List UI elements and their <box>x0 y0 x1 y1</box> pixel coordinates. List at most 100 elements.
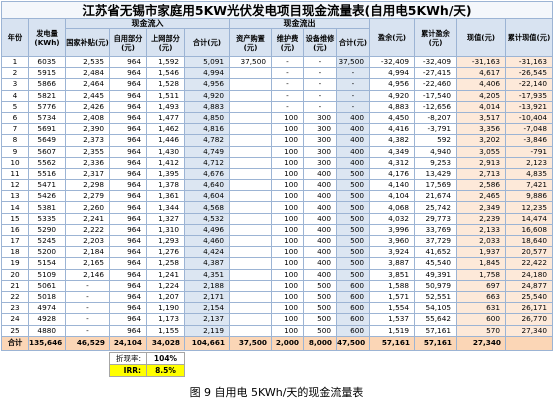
surplus-cell: 4,920 <box>369 89 415 102</box>
table-title: 江苏省无锡市家庭用5KW光伏发电项目现金流量表(自用电5KWh/天) <box>1 1 553 19</box>
grid-cell: 1,293 <box>146 234 185 248</box>
year-cell: 23 <box>1 302 29 315</box>
generation-cell: 5649 <box>28 134 66 147</box>
cum-pv-cell: -3,846 <box>505 134 553 147</box>
irr-value: 8.5% <box>146 364 185 377</box>
subsidy-cell: 2,184 <box>65 246 110 259</box>
subsidy-header: 国家补贴(元) <box>65 28 110 57</box>
cum-pv-cell: -17,935 <box>505 89 553 102</box>
inflow-total-cell: 4,351 <box>184 268 230 281</box>
self-use-cell: 964 <box>109 89 147 102</box>
maintenance-cell: 100 <box>271 145 304 158</box>
inflow-total-cell: 4,424 <box>184 246 230 259</box>
asset-cell <box>229 145 272 158</box>
surplus-cell: 4,104 <box>369 190 415 203</box>
cum-surplus-cell: -17,540 <box>414 89 457 102</box>
outflow-total-cell: 500 <box>336 223 370 237</box>
generation-cell: 5691 <box>28 123 66 136</box>
subsidy-cell: 2,408 <box>65 111 110 125</box>
cum-pv-cell: 27,340 <box>505 324 553 337</box>
cum-pv-cell: -10,404 <box>505 111 553 125</box>
maintenance-cell: 100 <box>271 212 304 225</box>
year-cell: 1 <box>1 55 29 69</box>
pv-cell: 3,202 <box>456 134 506 147</box>
year-cell: 8 <box>1 134 29 147</box>
table-row: 10 5562 2,336 964 1,412 4,712 100 300 400 4,312 9,… <box>1 156 553 169</box>
outflow-total-cell: 500 <box>336 179 370 192</box>
cum-surplus-cell: 29,773 <box>414 212 457 225</box>
outflow-total-header: 合计(元) <box>336 28 370 57</box>
surplus-cell: 1,537 <box>369 313 415 326</box>
outflow-total-cell: - <box>336 78 370 91</box>
asset-cell <box>229 212 272 225</box>
cum-surplus-cell: -12,656 <box>414 100 457 113</box>
generation-cell: 5381 <box>28 201 66 214</box>
outflow-total-cell: 500 <box>336 167 370 181</box>
cum-surplus-cell: 9,253 <box>414 156 457 169</box>
repair-cell: 300 <box>303 156 337 169</box>
cum-pv-cell: 24,877 <box>505 279 553 292</box>
cum-surplus-cell: 55,642 <box>414 313 457 326</box>
pv-cell: 3,055 <box>456 145 506 158</box>
asset-cell <box>229 111 272 125</box>
cum-pv-cell: 16,608 <box>505 223 553 237</box>
asset-cell <box>229 324 272 337</box>
cum-pv-cell: -22,140 <box>505 78 553 91</box>
inflow-total-cell: 4,816 <box>184 123 230 136</box>
total-self-use-cell: 24,104 <box>109 335 147 351</box>
surplus-cell: 4,312 <box>369 156 415 169</box>
year-cell: 4 <box>1 89 29 102</box>
maintenance-cell: 100 <box>271 111 304 125</box>
cum-surplus-cell: -27,415 <box>414 67 457 80</box>
cum-pv-cell: 9,886 <box>505 190 553 203</box>
outflow-total-cell: 600 <box>336 290 370 304</box>
cum-pv-cell: 22,422 <box>505 257 553 270</box>
cum-surplus-cell: -8,207 <box>414 111 457 125</box>
year-cell: 3 <box>1 78 29 91</box>
pv-cell: 2,033 <box>456 234 506 248</box>
asset-cell <box>229 156 272 169</box>
cum-pv-cell: 20,577 <box>505 246 553 259</box>
grid-cell: 1,361 <box>146 190 185 203</box>
self-use-cell: 964 <box>109 268 147 281</box>
subsidy-cell: 2,464 <box>65 78 110 91</box>
cum-pv-cell: 4,835 <box>505 167 553 181</box>
discount-rate-value: 104% <box>146 352 185 365</box>
pv-cell: 4,617 <box>456 67 506 80</box>
repair-cell: - <box>303 89 337 102</box>
generation-cell: 5562 <box>28 156 66 169</box>
inflow-total-cell: 2,137 <box>184 313 230 326</box>
cum-pv-cell: 26,770 <box>505 313 553 326</box>
pv-cell: 1,758 <box>456 268 506 281</box>
outflow-total-cell: 500 <box>336 212 370 225</box>
pv-cell: 570 <box>456 324 506 337</box>
cash-outflow-group-header: 现金流出 <box>229 18 370 29</box>
cum-pv-cell: -13,921 <box>505 100 553 113</box>
asset-cell <box>229 179 272 192</box>
year-cell: 5 <box>1 100 29 113</box>
inflow-total-cell: 2,188 <box>184 279 230 292</box>
self-use-cell: 964 <box>109 167 147 181</box>
maintenance-cell: 100 <box>271 223 304 237</box>
year-cell: 16 <box>1 223 29 237</box>
self-use-cell: 964 <box>109 55 147 69</box>
table-row: 19 5154 2,165 964 1,258 4,387 100 400 500 3,887 45… <box>1 257 553 270</box>
subsidy-cell: 2,279 <box>65 190 110 203</box>
total-cum-surplus-cell: 57,161 <box>414 335 457 351</box>
generation-cell: 5516 <box>28 167 66 181</box>
table-row: 21 5061-964 1,224 2,188 100 500 600 1,588 50,979… <box>1 279 553 292</box>
outflow-total-cell: - <box>336 89 370 102</box>
surplus-cell: 3,960 <box>369 234 415 248</box>
inflow-total-cell: 4,850 <box>184 111 230 125</box>
inflow-total-cell: 4,883 <box>184 100 230 113</box>
table-row: 25 4880-964 1,155 2,119 100 500 600 1,519 57,161… <box>1 324 553 337</box>
asset-cell <box>229 302 272 315</box>
table-row: 12 5471 2,298 964 1,378 4,640 100 400 500 4,140 17… <box>1 179 553 192</box>
self-use-cell: 964 <box>109 257 147 270</box>
figure-caption: 图 9 自用电 5KWh/天的现金流量表 <box>189 386 364 399</box>
repair-cell: 400 <box>303 212 337 225</box>
outflow-total-cell: 500 <box>336 268 370 281</box>
repair-cell: 300 <box>303 111 337 125</box>
grid-cell: 1,477 <box>146 111 185 125</box>
asset-cell <box>229 201 272 214</box>
